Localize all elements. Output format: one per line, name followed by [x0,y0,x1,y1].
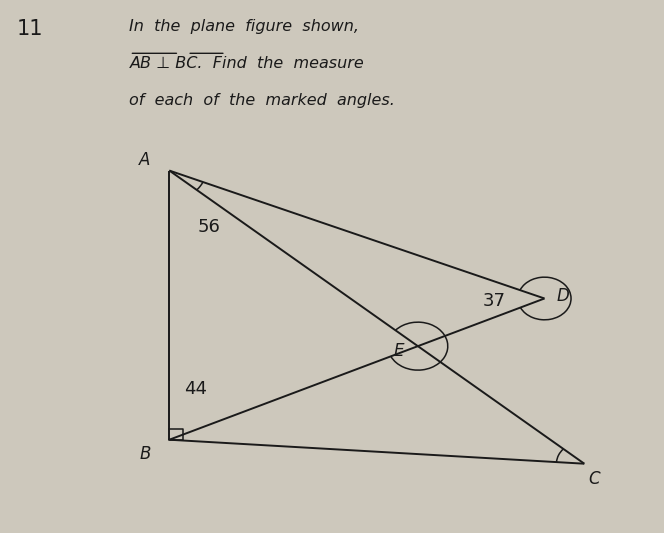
Text: D: D [556,287,570,305]
Text: In  the  plane  figure  shown,: In the plane figure shown, [129,19,359,34]
Text: 56: 56 [198,217,220,236]
Text: AB ⊥ BC.  Find  the  measure: AB ⊥ BC. Find the measure [129,56,365,71]
Text: 37: 37 [483,292,506,310]
Text: E: E [393,342,404,360]
Text: A: A [139,151,151,169]
Text: C: C [588,470,600,488]
Text: 11: 11 [17,19,43,39]
Text: 44: 44 [185,380,207,398]
Text: B: B [139,445,151,463]
Text: of  each  of  the  marked  angles.: of each of the marked angles. [129,93,395,108]
